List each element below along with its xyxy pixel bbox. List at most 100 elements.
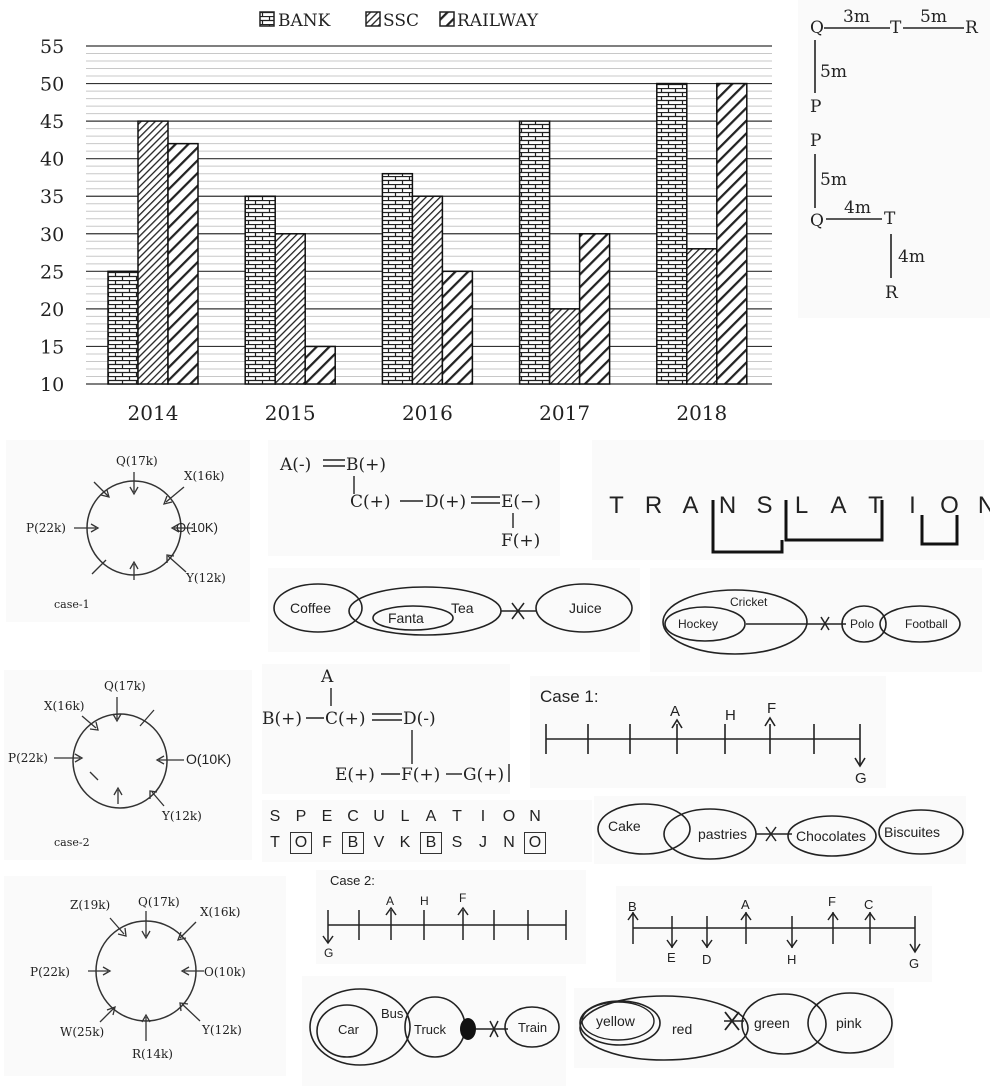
y-tick-label: 20 (40, 299, 64, 321)
label-q: Q (810, 18, 824, 38)
venn-label-car: Car (338, 1022, 360, 1037)
label-o10k: O(10k) (204, 965, 246, 979)
circle-diagram-case-3: Z(19k) Q(17k) X(16k) P(22k) O(10k) W(25k… (30, 895, 246, 1061)
circle-diagram-case-1: Q(17k) X(16k) P(22k) O(10K) Y(12k) case-… (26, 454, 226, 611)
label-r14k: R(14k) (132, 1047, 173, 1061)
translation-letter: A (830, 492, 847, 519)
family-panel-2 (262, 664, 510, 794)
marker-f: F (828, 894, 836, 909)
translation-letter: T (609, 492, 624, 519)
legend-label-ssc: SSC (383, 11, 419, 31)
coded-letter-boxed: B (342, 832, 364, 854)
legend-swatch-ssc (365, 11, 381, 27)
member-b: B(+) (262, 709, 302, 729)
label-y12k: Y(12k) (201, 1023, 242, 1037)
speculation-panel (262, 800, 592, 862)
label-q: Q (810, 211, 824, 231)
circle-panel-1 (6, 440, 250, 622)
member-d: D(+) (425, 492, 466, 512)
label-o10k: O(10K) (186, 751, 231, 767)
label-q17k: Q(17k) (116, 454, 158, 468)
bar-bank-2014 (107, 270, 139, 385)
venn-label-truck: Truck (414, 1022, 447, 1037)
bar-ssc-2018 (686, 248, 718, 385)
venn-label-coffee: Coffee (290, 600, 331, 616)
y-tick-label: 30 (40, 224, 64, 246)
marker-e: E (667, 950, 676, 965)
label-z19k: Z(19k) (70, 898, 110, 912)
translation-letter: T (868, 492, 883, 519)
speculation-letter: A (425, 808, 437, 825)
bar-railway-2017 (578, 233, 611, 385)
y-tick-label: 15 (40, 336, 64, 358)
member-a: A (320, 667, 334, 687)
marker-d: D (702, 952, 711, 967)
marker-f: F (459, 891, 466, 905)
label-p: P (810, 97, 821, 117)
bar-bank-2017 (518, 120, 551, 385)
venn-label-cricket: Cricket (730, 595, 768, 609)
line-panel-2 (316, 870, 586, 964)
marker-a: A (386, 894, 394, 908)
label-y12k: Y(12k) (185, 571, 226, 585)
translation-letter: L (794, 492, 809, 519)
case-1-line: Case 1: A H F G (540, 687, 867, 787)
label-r: R (965, 18, 979, 38)
coded-letter: F (322, 834, 332, 851)
marker-h: H (725, 707, 736, 724)
bar-railway-2016 (441, 270, 474, 385)
venn-label-train: Train (518, 1020, 547, 1035)
bar-railway-2018 (716, 82, 748, 385)
arrangement-line: B E D A H F C G (627, 894, 921, 971)
venn-label-football: Football (905, 617, 948, 631)
bar-ssc-2016 (411, 195, 444, 385)
case-2-title: Case 2: (330, 873, 375, 888)
venn-panel-1 (268, 568, 640, 652)
venn-diagram-colors: yellow red green pink (579, 992, 893, 1061)
marker-b: B (628, 899, 637, 914)
x-tick-label: 2016 (402, 401, 453, 425)
coded-letter: S (451, 834, 463, 851)
translation-letter: S (756, 492, 773, 519)
legend-swatch-bank (259, 11, 275, 27)
speculation-letter: S (269, 808, 281, 825)
translation-letter: O (940, 492, 959, 519)
venn-label-chocolates: Chocolates (796, 828, 866, 844)
coded-letter: N (503, 834, 515, 851)
venn-label-pastries: pastries (698, 826, 747, 842)
venn-label-red: red (672, 1021, 692, 1037)
coded-letter: V (373, 834, 385, 851)
bar-chart: 10 15 20 25 30 35 40 45 50 55 2014 2015 2016 2017 201… (40, 11, 772, 425)
coded-letter-boxed: O (524, 832, 546, 854)
label-x16k: X(16k) (184, 469, 224, 483)
translation-letter: N (977, 492, 990, 519)
member-f: F(+) (501, 531, 540, 551)
label-y12k: Y(12k) (161, 809, 202, 823)
marker-h: H (420, 894, 429, 908)
member-c: C(+) (325, 709, 366, 729)
case-1-title: Case 1: (540, 687, 599, 706)
marker-a: A (741, 897, 750, 912)
distance-tr: 4m (898, 247, 925, 267)
x-tick-label: 2017 (539, 401, 590, 425)
member-f: F(+) (401, 765, 440, 785)
member-g: G(+) (463, 765, 504, 785)
venn-label-polo: Polo (850, 617, 874, 631)
x-tick-label: 2018 (676, 401, 727, 425)
label-p22k: P(22k) (26, 521, 66, 535)
member-c: C(+) (350, 492, 391, 512)
venn-label-bus: Bus (381, 1006, 404, 1021)
venn-diagram-coffee: Coffee Fanta Tea Juice (273, 583, 633, 636)
member-a: A(-) (279, 455, 311, 475)
marker-g: G (324, 946, 333, 960)
label-o10k: O(10K) (176, 520, 218, 535)
marker-g: G (855, 770, 867, 787)
legend-label-railway: RAILWAY (457, 11, 539, 31)
bar-bank-2015 (244, 195, 276, 385)
coded-letter-boxed: O (290, 832, 312, 854)
circle-panel-3 (4, 876, 286, 1076)
y-tick-label: 45 (40, 111, 64, 133)
